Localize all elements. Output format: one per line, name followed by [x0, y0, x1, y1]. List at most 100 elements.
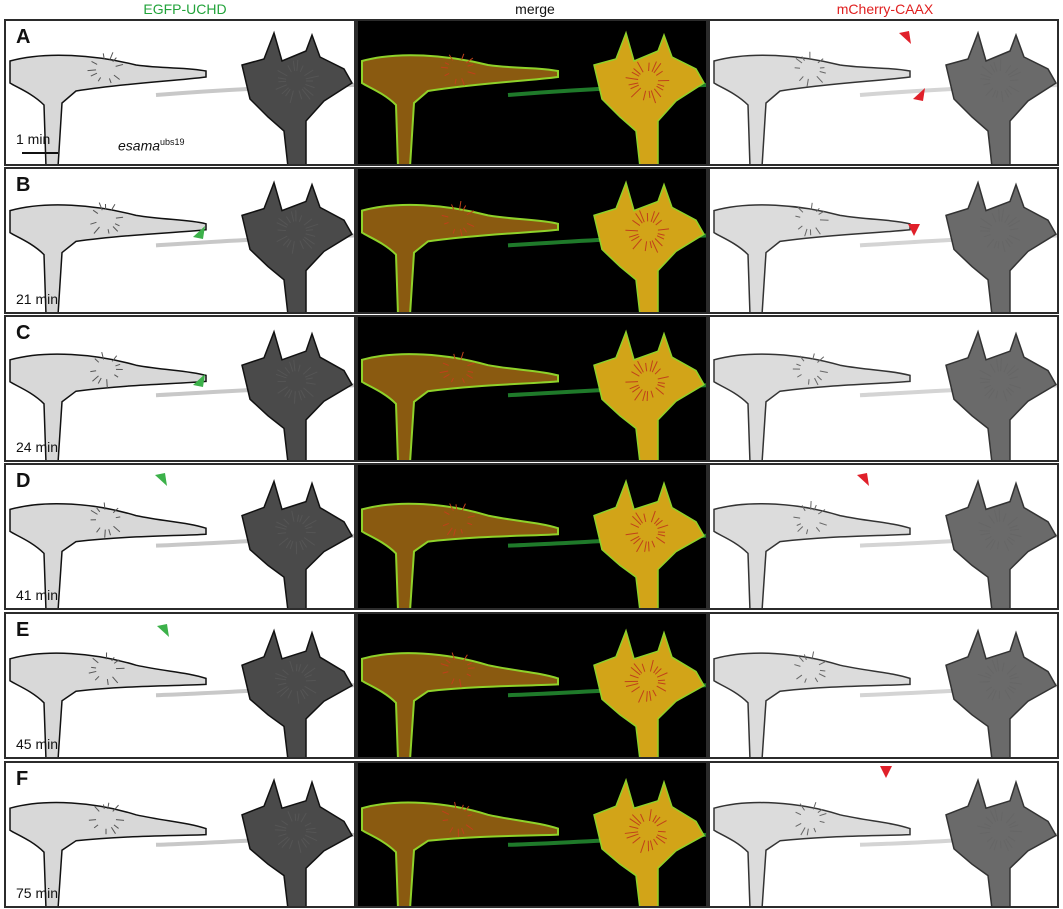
filopodia-group [88, 652, 317, 704]
filopodium [285, 216, 291, 224]
filopodium [993, 240, 998, 249]
left-cell [361, 353, 559, 460]
filopodia-group [795, 202, 1021, 253]
filopodium [300, 812, 307, 823]
filopodium [656, 685, 667, 692]
filopodium [275, 373, 287, 379]
filopodium [819, 669, 826, 672]
arrowhead-marker [193, 374, 205, 387]
filopodium [442, 522, 449, 527]
filopodium [305, 531, 316, 534]
filopodium [979, 369, 992, 377]
filopodium [657, 228, 670, 231]
filopodium [289, 361, 294, 372]
filopodium [467, 515, 475, 518]
panel-f-merge [356, 761, 708, 908]
filopodium [92, 375, 99, 382]
filopodium [276, 222, 288, 228]
filopodium [277, 77, 287, 80]
right-cell [593, 628, 706, 757]
filopodium [986, 238, 995, 248]
filopodium [97, 377, 102, 384]
filopodium [631, 686, 640, 693]
filopodium [644, 241, 648, 252]
filopodium [995, 90, 999, 98]
filopodium [297, 840, 302, 853]
filopodium [633, 68, 641, 75]
filopodium [465, 57, 474, 64]
filopodia-group [87, 52, 319, 103]
filopodium [653, 88, 662, 98]
filopodium [796, 674, 803, 680]
filopodium [806, 78, 809, 87]
filopodium [293, 360, 296, 372]
filopodium [285, 88, 291, 97]
panel-a-egfp: A 1 min esamaubs19 [4, 19, 356, 166]
filopodium [301, 88, 311, 100]
filopodium [467, 64, 474, 67]
filopodium [1008, 672, 1017, 678]
filopodium [631, 71, 640, 77]
filopodium [1009, 533, 1022, 538]
filopodium [451, 204, 455, 211]
right-cell [241, 628, 354, 757]
filopodium [984, 823, 992, 828]
filopodium [461, 78, 465, 86]
filopodium [1009, 824, 1019, 829]
filopodium [88, 670, 97, 674]
filopodium [657, 524, 669, 529]
filopodium [986, 665, 994, 674]
filopodium [1009, 376, 1018, 380]
filopodium [985, 686, 993, 692]
panel-e-merge [356, 612, 708, 759]
micrograph-image [9, 329, 354, 460]
filopodium [987, 689, 995, 699]
filopodium [631, 235, 640, 242]
filopodium [1008, 235, 1021, 241]
filopodium [304, 69, 314, 77]
filopodium [997, 541, 1000, 550]
filopodium [111, 355, 118, 362]
arrowhead-marker [908, 224, 920, 236]
filopodium [94, 675, 100, 681]
right-cell [593, 777, 706, 906]
column-header-merge: merge [515, 1, 555, 17]
micrograph-image [9, 30, 354, 164]
right-cell [593, 329, 706, 460]
right-cell [945, 180, 1057, 312]
filopodium [275, 526, 287, 530]
filopodium [1000, 811, 1003, 821]
filopodium [625, 229, 639, 232]
filopodium [630, 667, 641, 676]
filopodium [275, 84, 287, 90]
filopodium [625, 77, 639, 81]
filopodium [298, 664, 302, 672]
left-cell [9, 801, 207, 906]
filopodia-group [795, 801, 1022, 852]
timestamp-label: 1 min [16, 131, 51, 147]
filopodium [455, 504, 458, 510]
filopodium [292, 60, 296, 72]
filopodium [625, 381, 639, 383]
micrograph-image [361, 180, 706, 312]
filopodium [299, 240, 304, 250]
filopodium [991, 213, 997, 223]
filopodium [1005, 239, 1011, 248]
micrograph-image [361, 479, 706, 608]
filopodium [628, 82, 639, 86]
filopodium [630, 535, 640, 542]
filopodia-group [794, 51, 1021, 103]
filopodium [104, 529, 106, 538]
right-cell [241, 180, 354, 312]
filopodium [303, 667, 316, 676]
filopodium [96, 527, 101, 533]
filopodium [656, 834, 667, 840]
filopodium [801, 56, 805, 61]
filopodium [277, 682, 287, 686]
filopodium [650, 510, 656, 523]
filopodium [979, 225, 991, 230]
filopodium [1003, 540, 1010, 552]
micrograph-image [9, 473, 354, 608]
filopodium [439, 370, 449, 374]
filopodium [997, 241, 1000, 249]
